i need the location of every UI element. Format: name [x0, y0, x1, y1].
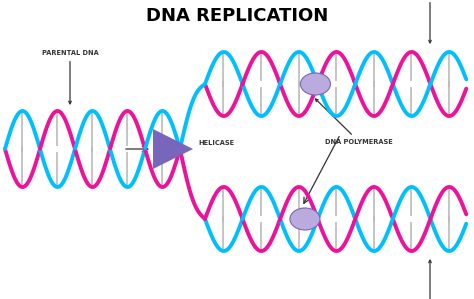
- Ellipse shape: [301, 73, 330, 95]
- Text: NEW DNA STRAND: NEW DNA STRAND: [397, 0, 463, 43]
- Polygon shape: [153, 129, 193, 169]
- Text: DNA REPLICATION: DNA REPLICATION: [146, 7, 328, 25]
- Text: NEW DNA STRAND: NEW DNA STRAND: [397, 260, 463, 299]
- Ellipse shape: [290, 208, 320, 230]
- Text: PARENTAL DNA: PARENTAL DNA: [42, 50, 99, 104]
- Text: HELICASE: HELICASE: [198, 140, 234, 146]
- Text: DNA POLYMERASE: DNA POLYMERASE: [315, 99, 393, 145]
